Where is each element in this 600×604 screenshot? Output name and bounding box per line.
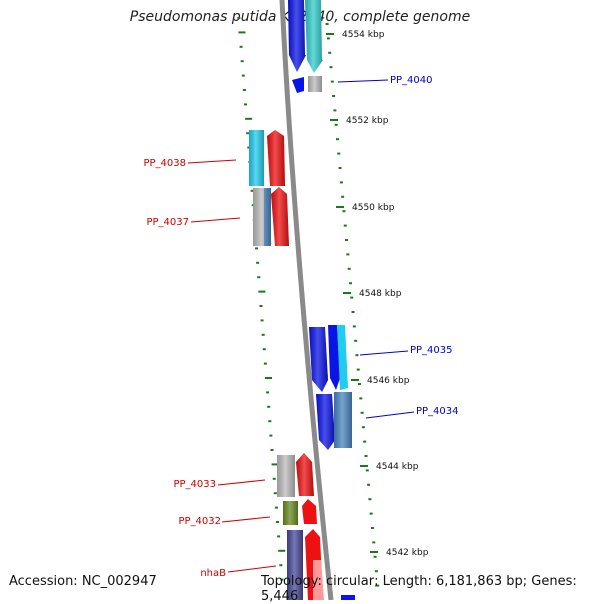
gene-gray-pp4033[interactable]: [277, 455, 295, 497]
connector-pp4033: [217, 479, 266, 486]
scale-label-4544: 4544 kbp: [376, 462, 419, 472]
gene-label-nhab[interactable]: nhaB: [200, 568, 226, 579]
gene-label-pp4038[interactable]: PP_4038: [143, 158, 186, 169]
gene-red-upper-2[interactable]: [271, 187, 289, 246]
gene-blue-small-top[interactable]: [292, 77, 304, 93]
gene-blue-pp4034[interactable]: [316, 394, 335, 450]
scale-4548: 4548 kbp: [343, 289, 402, 299]
gene-label-pp4033[interactable]: PP_4033: [173, 479, 216, 490]
gene-steel-pp4034[interactable]: [334, 392, 352, 448]
connector-pp4032: [221, 516, 271, 523]
gene-label-pp4034[interactable]: PP_4034: [416, 406, 459, 417]
accession-text: Accession: NC_002947: [9, 574, 157, 589]
scale-4550: 4550 kbp: [336, 203, 395, 213]
connector-pp4040: [337, 79, 389, 83]
connector-pp4034: [365, 411, 415, 419]
gene-label-pp4037[interactable]: PP_4037: [146, 217, 189, 228]
gene-blue-pp4035-a[interactable]: [309, 327, 328, 392]
scale-label-4546: 4546 kbp: [367, 376, 410, 386]
connector-pp4038: [187, 159, 237, 164]
scale-4554: 4554 kbp: [326, 30, 385, 40]
gene-blue-pp4035-b[interactable]: [328, 325, 340, 390]
gene-cyan-pp4035[interactable]: [337, 325, 348, 390]
scale-4552: 4552 kbp: [330, 116, 389, 126]
right-tick-dots: [325, 23, 380, 587]
gene-red-pp4032[interactable]: [302, 499, 317, 524]
gene-label-pp4032[interactable]: PP_4032: [178, 516, 221, 527]
connector-pp4035: [359, 350, 409, 356]
gene-red-nhab[interactable]: [305, 529, 324, 600]
gene-blue-bottom[interactable]: [341, 595, 355, 600]
scale-4546: 4546 kbp: [351, 376, 410, 386]
gene-cyan-pp4038[interactable]: [249, 130, 264, 186]
gene-gray-pp4040[interactable]: [308, 76, 322, 92]
scale-4542: 4542 kbp: [370, 548, 429, 558]
gene-gray-pp4037[interactable]: [253, 188, 271, 246]
connector-pp4037: [190, 217, 241, 223]
gene-label-pp4035[interactable]: PP_4035: [410, 345, 453, 356]
gene-olive-pp4032[interactable]: [283, 501, 298, 525]
scale-label-4554: 4554 kbp: [342, 30, 385, 40]
gene-teal-top[interactable]: [305, 0, 323, 73]
gene-red-pp4033[interactable]: [296, 453, 314, 496]
gene-navy-nhab[interactable]: [287, 530, 303, 600]
gene-label-pp4040[interactable]: PP_4040: [390, 75, 433, 86]
scale-label-4552: 4552 kbp: [346, 116, 389, 126]
scale-label-4542: 4542 kbp: [386, 548, 429, 558]
genome-backbone: [279, 0, 334, 600]
gene-blue-top[interactable]: [288, 0, 306, 72]
gene-red-upper-1[interactable]: [267, 130, 285, 186]
connector-nhab: [227, 565, 277, 573]
scale-4544: 4544 kbp: [360, 462, 419, 472]
scale-label-4548: 4548 kbp: [359, 289, 402, 299]
scale-label-4550: 4550 kbp: [352, 203, 395, 213]
